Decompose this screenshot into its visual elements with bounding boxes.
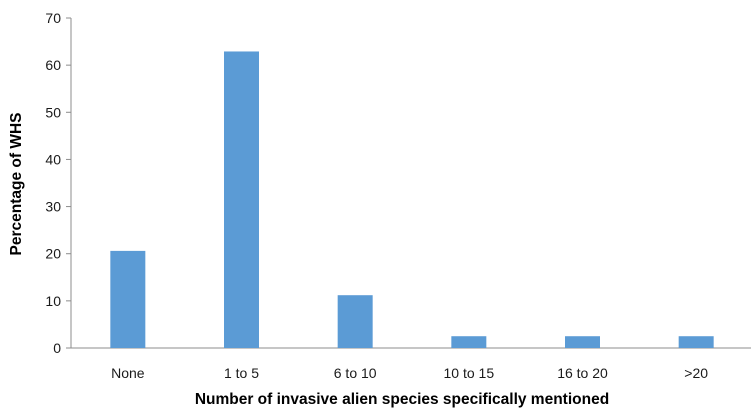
bar-0	[110, 250, 146, 348]
y-tick-label: 60	[45, 57, 61, 73]
y-tick-label: 0	[53, 340, 61, 356]
y-tick-label: 70	[45, 10, 61, 26]
bar-4	[565, 336, 600, 348]
y-axis: 0 10 20 30 40 50 60 70	[45, 10, 72, 356]
y-tick-label: 20	[45, 246, 61, 262]
x-tick-label: >20	[684, 365, 708, 381]
x-tick-label: 16 to 20	[557, 365, 608, 381]
y-tick-label: 50	[45, 104, 61, 120]
y-tick-label: 40	[45, 151, 61, 167]
x-tick-label: 6 to 10	[334, 365, 377, 381]
y-axis-title: Percentage of WHS	[8, 113, 25, 256]
x-tick-label: 10 to 15	[444, 365, 495, 381]
bar-3	[451, 336, 487, 348]
bar-5	[678, 336, 714, 348]
y-tick-label: 30	[45, 199, 61, 215]
bars	[110, 51, 714, 348]
x-axis: None 1 to 5 6 to 10 10 to 15 16 to 20 >20	[71, 347, 751, 381]
x-tick-label: None	[111, 365, 145, 381]
x-axis-title: Number of invasive alien species specifi…	[195, 391, 609, 408]
bar-2	[337, 295, 373, 348]
x-tick-label: 1 to 5	[224, 365, 259, 381]
bar-1	[224, 51, 259, 348]
y-tick-label: 10	[45, 293, 61, 309]
